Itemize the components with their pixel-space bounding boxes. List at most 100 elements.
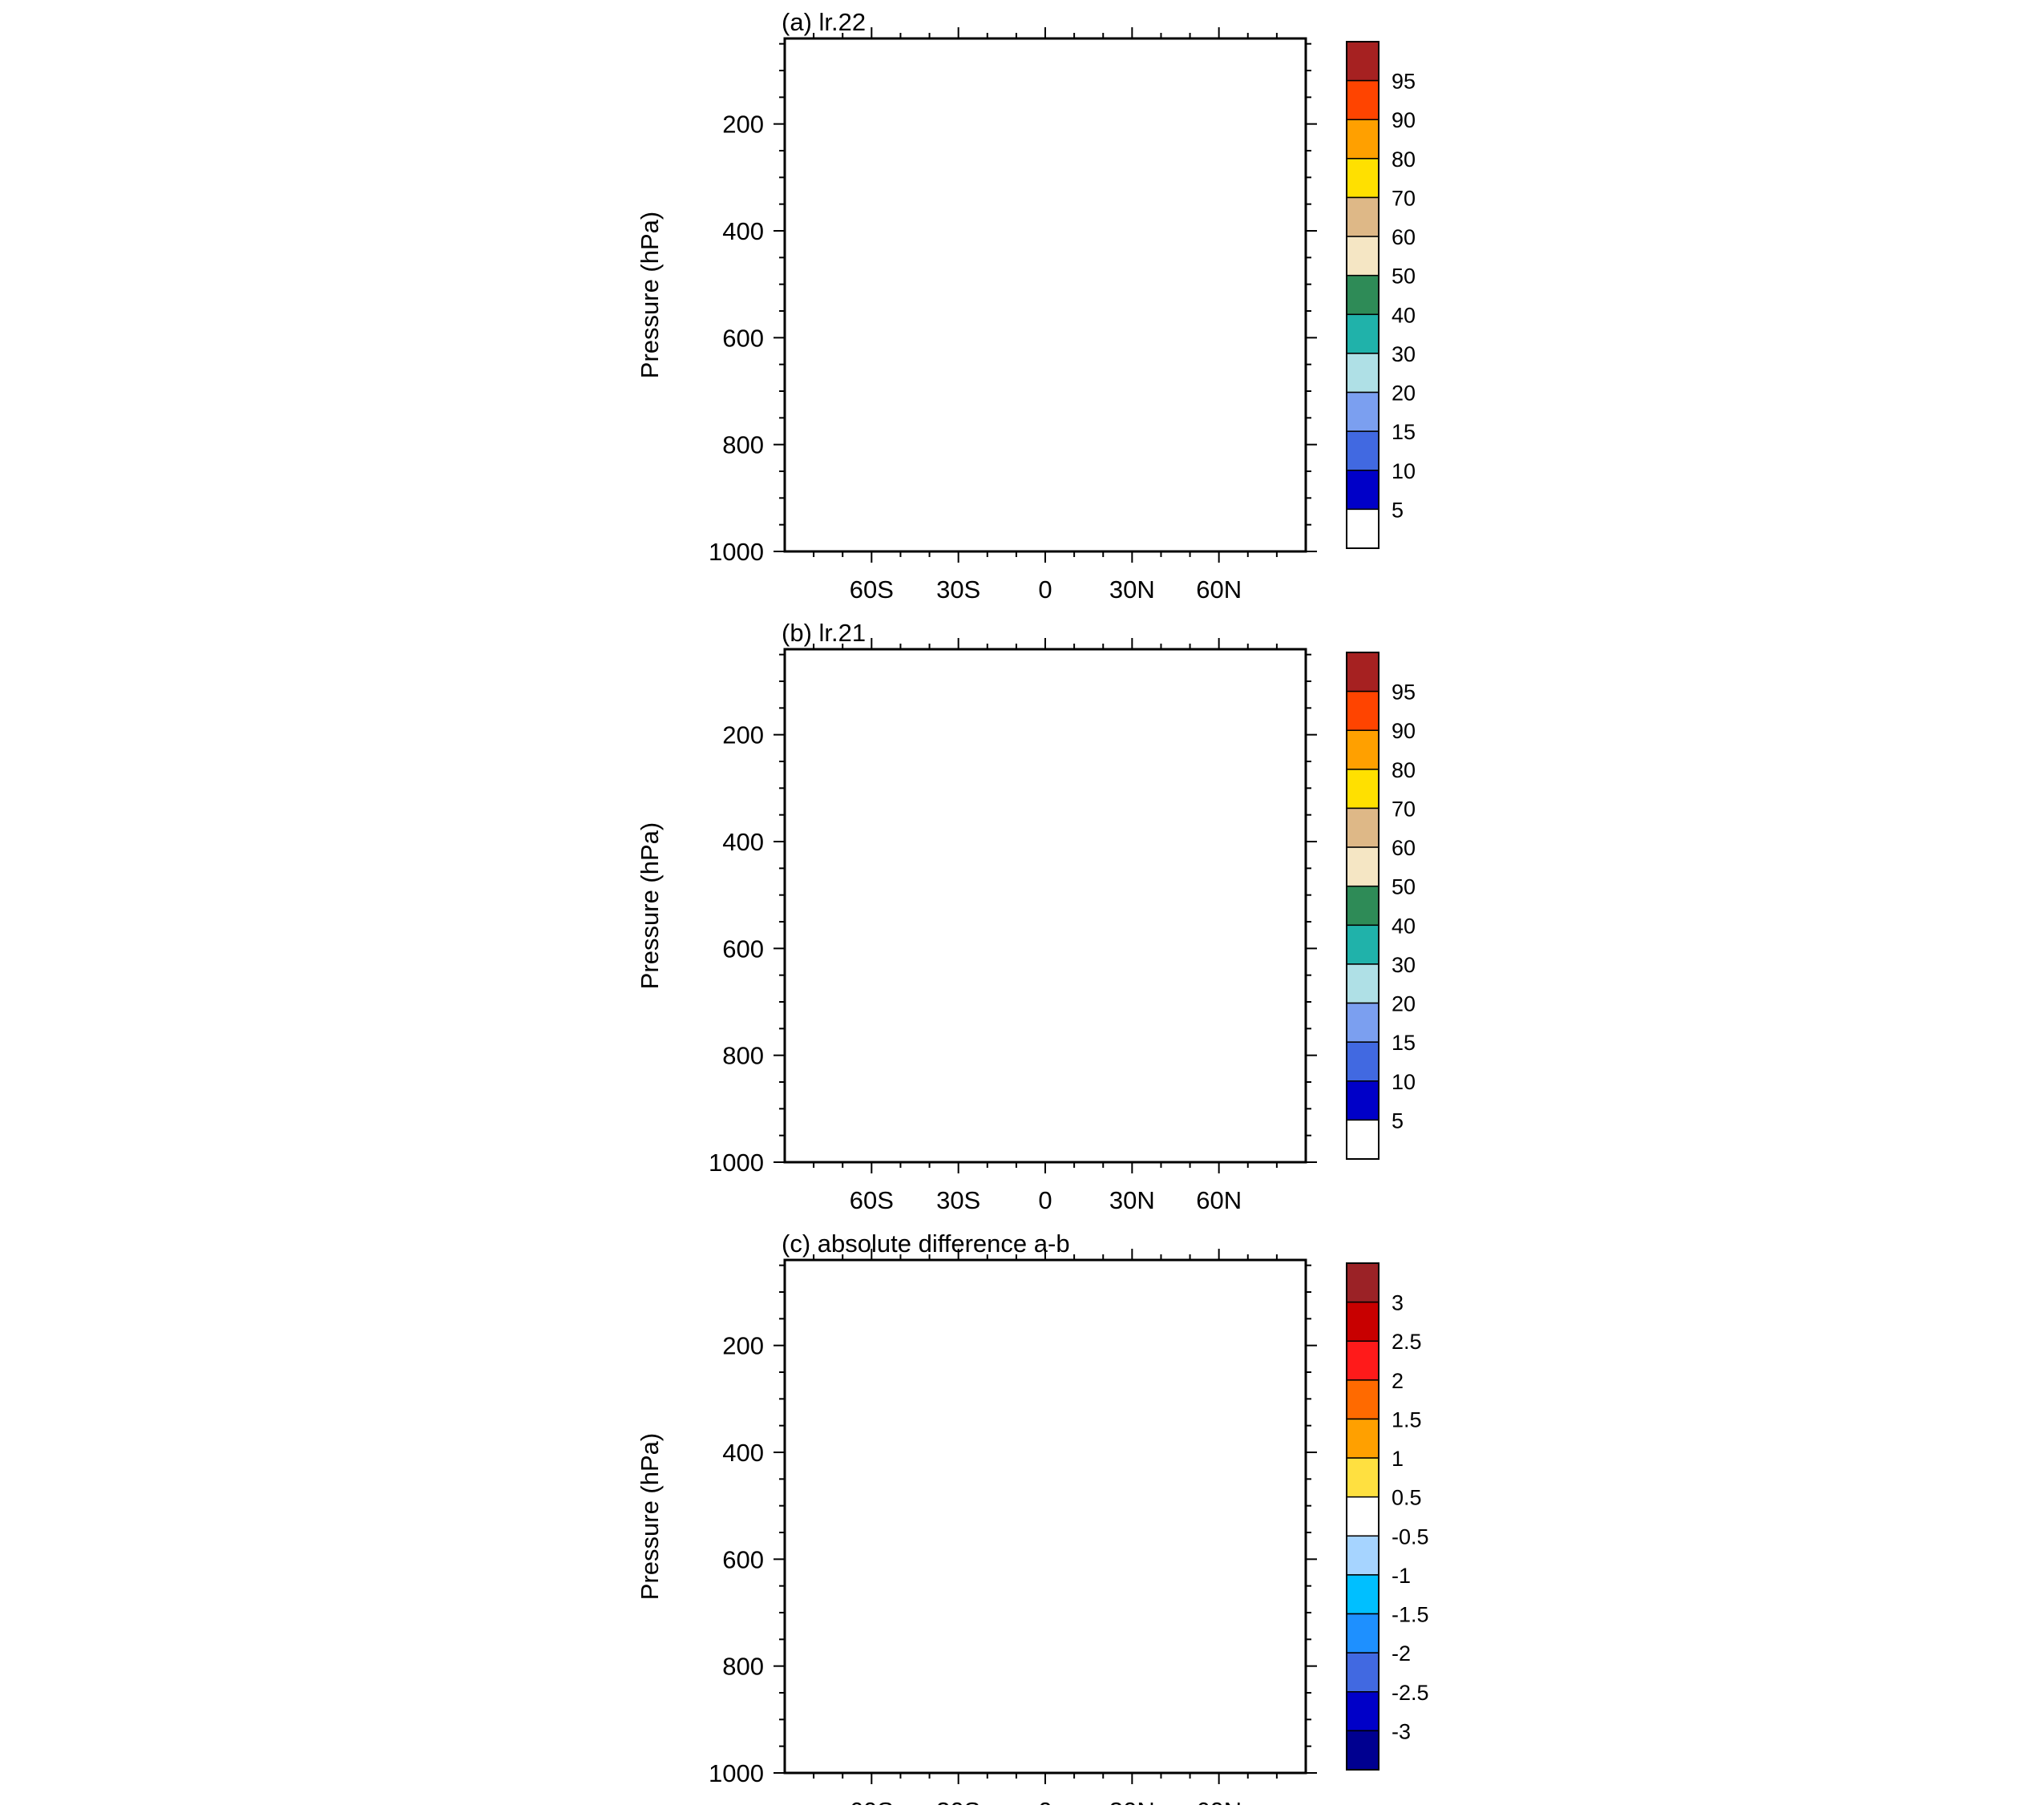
colorbar-label: 95	[1392, 70, 1416, 94]
colorbar-label: 60	[1392, 836, 1416, 860]
colorbar-swatch	[1346, 353, 1379, 394]
colorbar-label: 1	[1392, 1447, 1404, 1471]
y-tick-label: 1000	[709, 1149, 764, 1177]
y-tick-label: 800	[722, 1042, 764, 1070]
x-tick-label: 60N	[1196, 1186, 1242, 1214]
colorbar-swatch	[1346, 1613, 1379, 1654]
colorbar-swatch	[1346, 885, 1379, 927]
colorbar-label: 30	[1392, 342, 1416, 366]
colorbar-swatch	[1346, 1457, 1379, 1498]
colorbar-label: 3	[1392, 1291, 1404, 1315]
x-tick-label: 60N	[1196, 575, 1242, 604]
colorbar-label: 10	[1392, 1070, 1416, 1094]
y-tick-label: 200	[722, 721, 764, 749]
colorbar-swatch	[1346, 119, 1379, 159]
contour-field	[785, 1260, 1306, 1773]
colorbar-label: 95	[1392, 680, 1416, 705]
colorbar-swatch	[1346, 1652, 1379, 1693]
panel-3: (c) absolute difference a-b Pressure (hPa…	[636, 1230, 1429, 1809]
colorbar-swatch	[1346, 1262, 1379, 1303]
colorbar-label: 80	[1392, 147, 1416, 172]
colorbar-swatch	[1346, 807, 1379, 848]
colorbar-label: 2.5	[1392, 1330, 1422, 1354]
colorbar-swatch	[1346, 1041, 1379, 1082]
plot-frame	[783, 1258, 1307, 1775]
y-tick-label: 800	[722, 431, 764, 459]
colorbar-swatch	[1346, 1301, 1379, 1342]
colorbar-label: 40	[1392, 914, 1416, 938]
colorbar-swatch	[1346, 41, 1379, 82]
colorbar-swatch	[1346, 1002, 1379, 1043]
x-tick-label: 30N	[1109, 575, 1155, 604]
y-tick-label: 1000	[709, 1759, 764, 1787]
y-tick-label: 200	[722, 111, 764, 139]
y-tick-label: 1000	[709, 538, 764, 566]
colorbar-swatch	[1346, 652, 1379, 693]
colorbar-swatch	[1346, 924, 1379, 965]
colorbar-swatch	[1346, 236, 1379, 277]
colorbar-label: 40	[1392, 303, 1416, 327]
colorbar-label: -1.5	[1392, 1603, 1429, 1627]
contour-field	[785, 649, 1306, 1162]
colorbar-swatch	[1346, 1496, 1379, 1537]
panel-title: (a) lr.22	[782, 8, 866, 36]
colorbar-swatch	[1346, 430, 1379, 471]
colorbar-swatch	[1346, 158, 1379, 199]
panel-title: (c) absolute difference a-b	[782, 1230, 1070, 1258]
contour-field	[785, 38, 1306, 551]
colorbar-label: -0.5	[1392, 1524, 1429, 1549]
colorbar-swatch	[1346, 1379, 1379, 1420]
colorbar-label: 5	[1392, 1108, 1404, 1133]
y-tick-label: 600	[722, 935, 764, 963]
x-tick-label: 0	[1038, 1797, 1052, 1805]
colorbar-label: -3	[1392, 1719, 1411, 1743]
x-tick-label: 60N	[1196, 1797, 1242, 1805]
colorbar-swatch	[1346, 196, 1379, 237]
colorbar-swatch	[1346, 1418, 1379, 1459]
x-tick-label: 0	[1038, 1186, 1052, 1214]
colorbar-swatch	[1346, 1574, 1379, 1615]
y-tick-label: 200	[722, 1332, 764, 1360]
y-axis-label: Pressure (hPa)	[636, 1433, 664, 1600]
colorbar-swatch	[1346, 1080, 1379, 1121]
colorbar-swatch	[1346, 729, 1379, 770]
colorbar-swatch	[1346, 769, 1379, 810]
colorbar-label: 0.5	[1392, 1486, 1422, 1510]
colorbar-label: 15	[1392, 1031, 1416, 1055]
plot-frame	[783, 648, 1307, 1164]
colorbar-swatch	[1346, 79, 1379, 120]
colorbar-label: 90	[1392, 108, 1416, 132]
colorbar-swatch	[1346, 1691, 1379, 1732]
colorbar-label: -2	[1392, 1641, 1411, 1666]
colorbar-frame	[1346, 652, 1379, 1160]
colorbar-swatch	[1346, 1730, 1379, 1771]
colorbar-swatch	[1346, 313, 1379, 354]
colorbar-swatch	[1346, 1535, 1379, 1576]
colorbar-label: 2	[1392, 1369, 1404, 1393]
y-tick-label: 800	[722, 1653, 764, 1681]
colorbar-label: 70	[1392, 186, 1416, 210]
colorbar-swatch	[1346, 274, 1379, 316]
colorbar-label: 30	[1392, 953, 1416, 977]
x-tick-label: 30N	[1109, 1186, 1155, 1214]
colorbar-swatch	[1346, 470, 1379, 511]
colorbar-swatch	[1346, 846, 1379, 887]
colorbar-swatch	[1346, 1340, 1379, 1381]
colorbar-swatch	[1346, 391, 1379, 432]
colorbar-swatch	[1346, 1119, 1379, 1160]
colorbar-label: 60	[1392, 225, 1416, 249]
colorbar-label: 90	[1392, 719, 1416, 743]
colorbar-label: 10	[1392, 459, 1416, 483]
colorbar-label: 15	[1392, 420, 1416, 444]
y-axis-label: Pressure (hPa)	[636, 822, 664, 989]
x-tick-label: 0	[1038, 575, 1052, 604]
y-tick-label: 400	[722, 828, 764, 856]
x-tick-label: 30N	[1109, 1797, 1155, 1805]
colorbar-frame	[1346, 1262, 1379, 1771]
x-tick-label: 30S	[936, 1186, 980, 1214]
y-tick-label: 600	[722, 1545, 764, 1573]
